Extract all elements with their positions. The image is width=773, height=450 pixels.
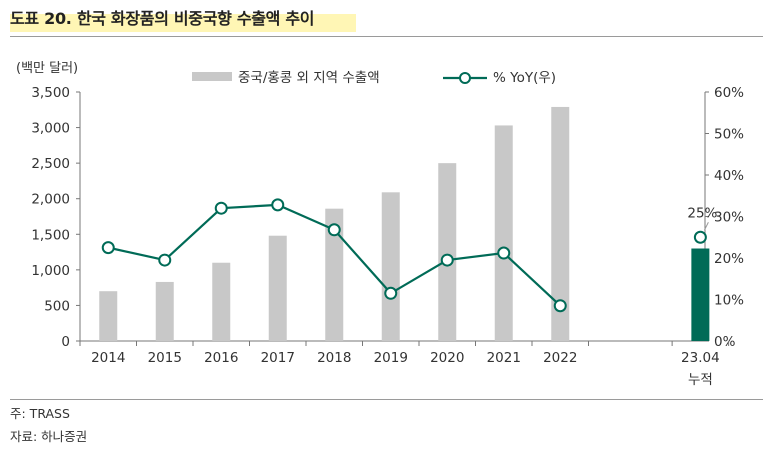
bar — [268, 235, 287, 341]
bar — [494, 125, 513, 342]
bar — [438, 163, 457, 341]
x-tick-label: 2016 — [204, 350, 238, 366]
x-tick-label: 2018 — [317, 350, 351, 366]
bottom-rule — [10, 399, 763, 400]
bar — [155, 281, 174, 341]
yoy-point — [214, 201, 228, 215]
right-tick-label: 40% — [714, 168, 744, 184]
x-tick-label: 2014 — [91, 350, 125, 366]
right-tick-label: 20% — [714, 251, 744, 267]
yoy-point — [327, 223, 341, 237]
x-tick-label: 2021 — [487, 350, 521, 366]
yoy-point — [553, 299, 567, 313]
yoy-point — [384, 286, 398, 300]
yoy-point — [271, 198, 285, 212]
top-rule — [10, 36, 763, 37]
x-tick-label: 23.04 — [681, 350, 720, 366]
yoy-point — [440, 253, 454, 267]
left-tick-label: 1,500 — [31, 227, 70, 243]
left-tick-label: 500 — [44, 298, 70, 314]
left-axis-unit: (백만 달러) — [16, 61, 79, 76]
x-tick-label: 2015 — [148, 350, 182, 366]
legend-label-bar: 중국/홍콩 외 지역 수출액 — [238, 70, 380, 86]
yoy-point — [158, 253, 172, 267]
bar — [691, 248, 710, 341]
annotation-label: 25% — [687, 205, 717, 221]
bar — [551, 106, 570, 341]
legend-label-line: % YoY(우) — [493, 70, 556, 86]
right-tick-label: 60% — [714, 85, 744, 101]
title-highlight — [10, 14, 356, 32]
figure-title: 도표 20. 한국 화장품의 비중국향 수출액 추이 — [10, 9, 315, 28]
figure-title-block: 도표 20. 한국 화장품의 비중국향 수출액 추이 — [10, 6, 356, 32]
right-tick-label: 0% — [714, 334, 736, 350]
right-tick-label: 10% — [714, 293, 744, 309]
left-tick-label: 0 — [61, 334, 70, 350]
left-tick-label: 2,500 — [31, 156, 70, 172]
note: 주: TRASS — [10, 406, 70, 421]
right-tick-label: 30% — [714, 210, 744, 226]
x-tick-label: 2019 — [374, 350, 408, 366]
yoy-point — [693, 230, 707, 244]
yoy-point — [497, 246, 511, 260]
left-tick-label: 2,000 — [31, 192, 70, 208]
left-tick-label: 3,000 — [31, 121, 70, 137]
bar — [325, 208, 344, 341]
x-tick-sublabel: 누적 — [688, 372, 713, 388]
yoy-point — [101, 241, 115, 255]
bar — [99, 291, 118, 341]
x-tick-label: 2017 — [261, 350, 295, 366]
left-tick-label: 1,000 — [31, 263, 70, 279]
chart: 0 500 1,000 1,500 2,000 2,500 3,000 3,500 0% 10% 2… — [31, 70, 744, 388]
source: 자료: 하나증권 — [10, 429, 88, 444]
x-tick-label: 2020 — [430, 350, 464, 366]
right-tick-label: 50% — [714, 127, 744, 143]
bar — [381, 192, 400, 341]
bar — [212, 262, 231, 341]
x-tick-label: 2022 — [543, 350, 577, 366]
legend-swatch-bar — [192, 72, 232, 81]
annotation-leader — [703, 222, 709, 231]
left-tick-label: 3,500 — [31, 85, 70, 101]
legend-swatch-marker — [459, 72, 471, 84]
